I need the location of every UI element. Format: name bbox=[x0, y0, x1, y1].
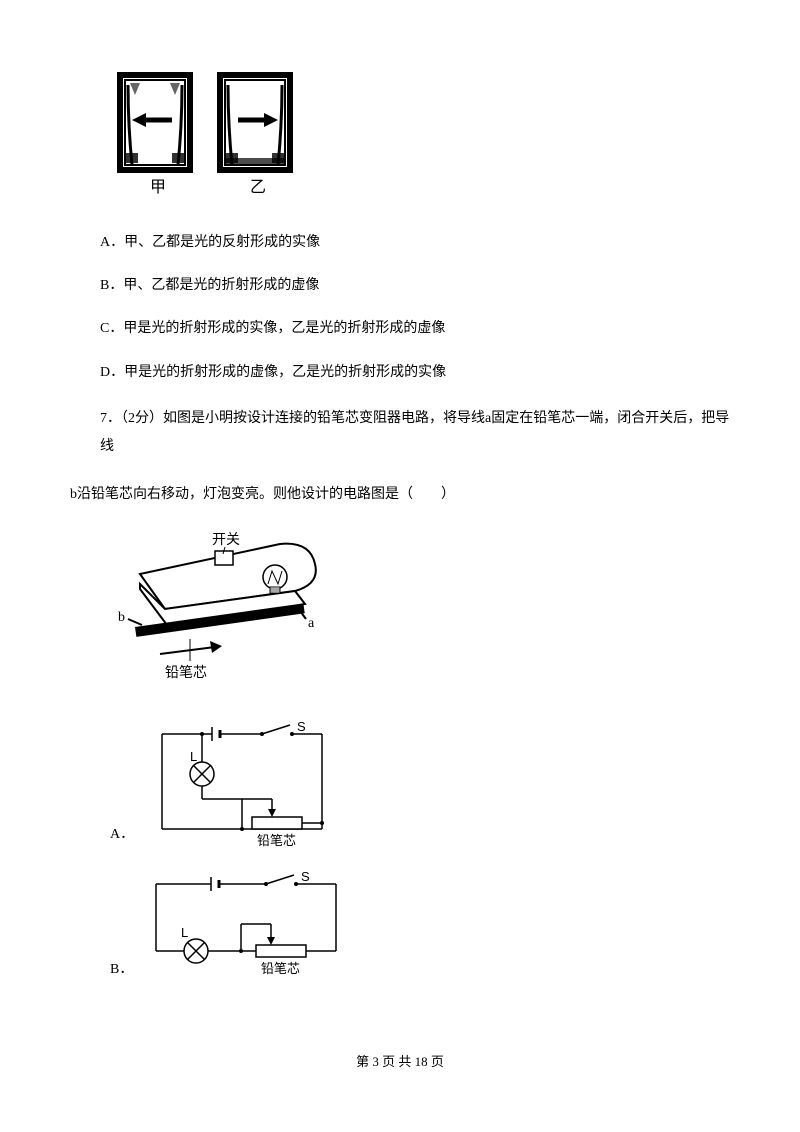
option-b-circuit: B． S bbox=[110, 869, 730, 984]
label-switch: 开关 bbox=[212, 532, 240, 548]
apparatus-svg: 开关 b a 铅笔芯 bbox=[110, 529, 340, 689]
label-lead-b: 铅笔芯 bbox=[261, 961, 300, 976]
figure-apparatus: 开关 b a 铅笔芯 bbox=[110, 529, 730, 694]
cup-label-right: 乙 bbox=[250, 179, 266, 196]
option-d: D．甲是光的折射形成的虚像，乙是光的折射形成的实像 bbox=[100, 360, 730, 385]
option-a: A．甲、乙都是光的反射形成的实像 bbox=[100, 230, 730, 255]
label-s-a: S bbox=[297, 719, 306, 734]
question-7-line1: 7．（2分）如图是小明按设计连接的铅笔芯变阻器电路，将导线a固定在铅笔芯一端，闭… bbox=[100, 405, 730, 461]
page-footer: 第 3 页 共 18 页 bbox=[0, 1051, 800, 1070]
circuit-b-svg: S L 铅笔 bbox=[141, 869, 351, 984]
label-lead-a: 铅笔芯 bbox=[257, 833, 296, 848]
figure-cups: 甲 乙 bbox=[110, 70, 730, 205]
document-page: 甲 乙 A．甲、乙都是光的反射形成的实像 B．甲、乙都是光的折射形成的虚像 C．… bbox=[0, 0, 800, 1100]
cups-svg: 甲 乙 bbox=[110, 70, 310, 200]
option-a-circuit: A． S L bbox=[110, 719, 730, 849]
option-letter-a: A． bbox=[110, 823, 134, 843]
option-c: C．甲是光的折射形成的实像，乙是光的折射形成的虚像 bbox=[100, 316, 730, 341]
cup-label-left: 甲 bbox=[150, 179, 166, 196]
option-b: B．甲、乙都是光的折射形成的虚像 bbox=[100, 273, 730, 298]
label-l-b: L bbox=[181, 925, 188, 940]
question-7-line2: b沿铅笔芯向右移动，灯泡变亮。则他设计的电路图是（ ） bbox=[70, 481, 730, 509]
label-l-a: L bbox=[190, 749, 197, 764]
label-b: b bbox=[118, 610, 125, 625]
circuit-a-svg: S L bbox=[142, 719, 342, 849]
label-s-b: S bbox=[301, 869, 310, 884]
option-letter-b: B． bbox=[110, 958, 133, 978]
label-pencil-lead: 铅笔芯 bbox=[165, 665, 207, 681]
label-a: a bbox=[308, 616, 315, 631]
